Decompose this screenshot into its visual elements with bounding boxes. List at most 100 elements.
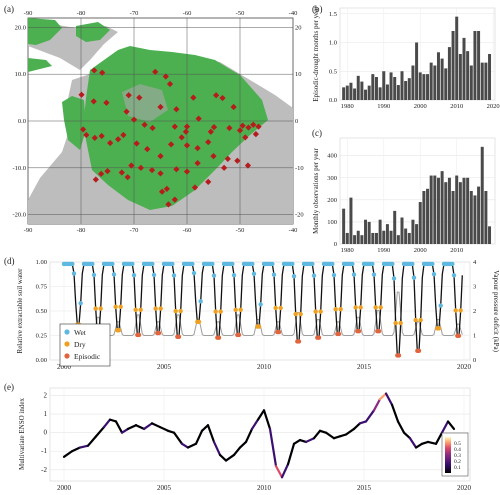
enso-segment	[86, 435, 98, 447]
bar	[342, 87, 346, 100]
enso-segment	[286, 442, 296, 466]
x-tick-label: 2010	[257, 484, 272, 492]
x-tick-label: 2020	[487, 103, 500, 110]
rew-point	[353, 305, 358, 310]
x-tick-label: 2020	[457, 363, 472, 371]
site-marker	[128, 162, 135, 169]
colorbar-tick-label: 0.4	[454, 447, 461, 453]
y-axis-label: Multivariate ENSO index	[18, 398, 26, 470]
enso-segment	[268, 427, 278, 468]
rew-point	[213, 309, 218, 314]
rew-point	[233, 307, 238, 313]
bar	[462, 37, 466, 100]
rew-point	[373, 305, 378, 310]
bar	[393, 77, 397, 100]
enso-segment	[186, 442, 198, 449]
rew-point	[393, 320, 398, 326]
y-tick-label: 10.0	[15, 71, 26, 78]
map-y-ticks-right: 20 10 0 -10 -20	[295, 24, 304, 218]
rew-point	[278, 305, 283, 311]
rew-point	[118, 304, 123, 309]
rew-point	[296, 339, 302, 344]
site-marker	[205, 178, 212, 185]
x-tick-label: 2000	[57, 484, 72, 492]
bar	[422, 74, 426, 100]
rew-point	[153, 306, 158, 311]
colorbar-tick-label: 0.3	[454, 453, 461, 459]
rew-point	[370, 261, 375, 267]
site-marker	[123, 108, 130, 115]
bar	[466, 177, 470, 244]
bar	[356, 75, 360, 100]
vpd-line	[64, 291, 463, 336]
site-marker	[230, 103, 237, 111]
rew-point	[416, 348, 422, 353]
x-tick-label: -40	[289, 10, 298, 17]
enso-segment	[150, 422, 162, 429]
site-marker	[236, 127, 244, 134]
y-tick-label: 1	[473, 333, 476, 340]
rew-point	[71, 271, 77, 276]
bar	[455, 175, 459, 244]
x-tick-label: 2010	[257, 363, 272, 371]
bar	[480, 146, 484, 244]
bar	[349, 197, 353, 244]
bar	[371, 74, 375, 100]
bar	[360, 235, 364, 244]
site-marker	[90, 98, 97, 105]
enso-segment	[274, 465, 284, 479]
y-tick-label: 0.00	[36, 357, 47, 364]
site-marker	[157, 153, 164, 160]
bar	[422, 191, 426, 244]
rew-point	[298, 311, 303, 317]
enso-segment	[250, 418, 260, 431]
rew-point	[376, 328, 382, 334]
rew-point	[171, 273, 177, 278]
bar	[451, 31, 455, 100]
site-marker	[191, 184, 199, 191]
rew-point	[371, 272, 377, 277]
y-tick-label: 10	[295, 71, 302, 78]
bar	[364, 219, 368, 244]
rew-point	[251, 271, 257, 277]
bar	[378, 87, 382, 100]
y-tick-label: 200	[327, 197, 337, 204]
bar	[385, 224, 389, 244]
x-tick-label: -40	[289, 227, 298, 234]
bar	[488, 226, 492, 244]
site-marker	[183, 168, 191, 175]
y-ticks-left: 0.00 0.25 0.50 0.75 1.00	[36, 259, 47, 364]
bar	[429, 62, 433, 100]
bar	[433, 175, 437, 244]
map-x-ticks-top: -90 -80 -70 -60 -50 -40	[24, 10, 298, 17]
enso-segment	[426, 440, 438, 445]
site-marker	[152, 68, 159, 75]
site-marker	[183, 142, 191, 149]
site-marker	[207, 128, 214, 135]
y-tick-label: 4	[473, 259, 477, 266]
bar	[462, 177, 466, 244]
site-marker	[78, 91, 85, 98]
bar	[396, 235, 400, 244]
x-tick-label: -70	[130, 10, 139, 17]
site-marker	[98, 132, 105, 140]
y-axis-label: Relative extractable soil water	[16, 268, 24, 354]
bar	[469, 65, 473, 100]
bar	[477, 31, 481, 100]
y-tick-label: -20.0	[12, 212, 26, 219]
bar	[345, 85, 349, 100]
bar	[374, 232, 378, 244]
bar	[444, 68, 448, 100]
rew-point	[98, 306, 103, 311]
bar	[418, 202, 422, 244]
legend: Wet Dry Episodic	[59, 323, 111, 367]
panel-c-label: (c)	[312, 128, 322, 138]
rew-point	[256, 324, 262, 329]
x-ticks: 1980 1990 2000 2010 2020	[341, 103, 500, 110]
enso-segment	[324, 431, 336, 440]
rew-point	[231, 272, 237, 278]
enso-segment	[364, 409, 376, 423]
bar	[374, 77, 378, 100]
bar	[393, 210, 397, 244]
x-tick-label: 2015	[357, 484, 372, 492]
